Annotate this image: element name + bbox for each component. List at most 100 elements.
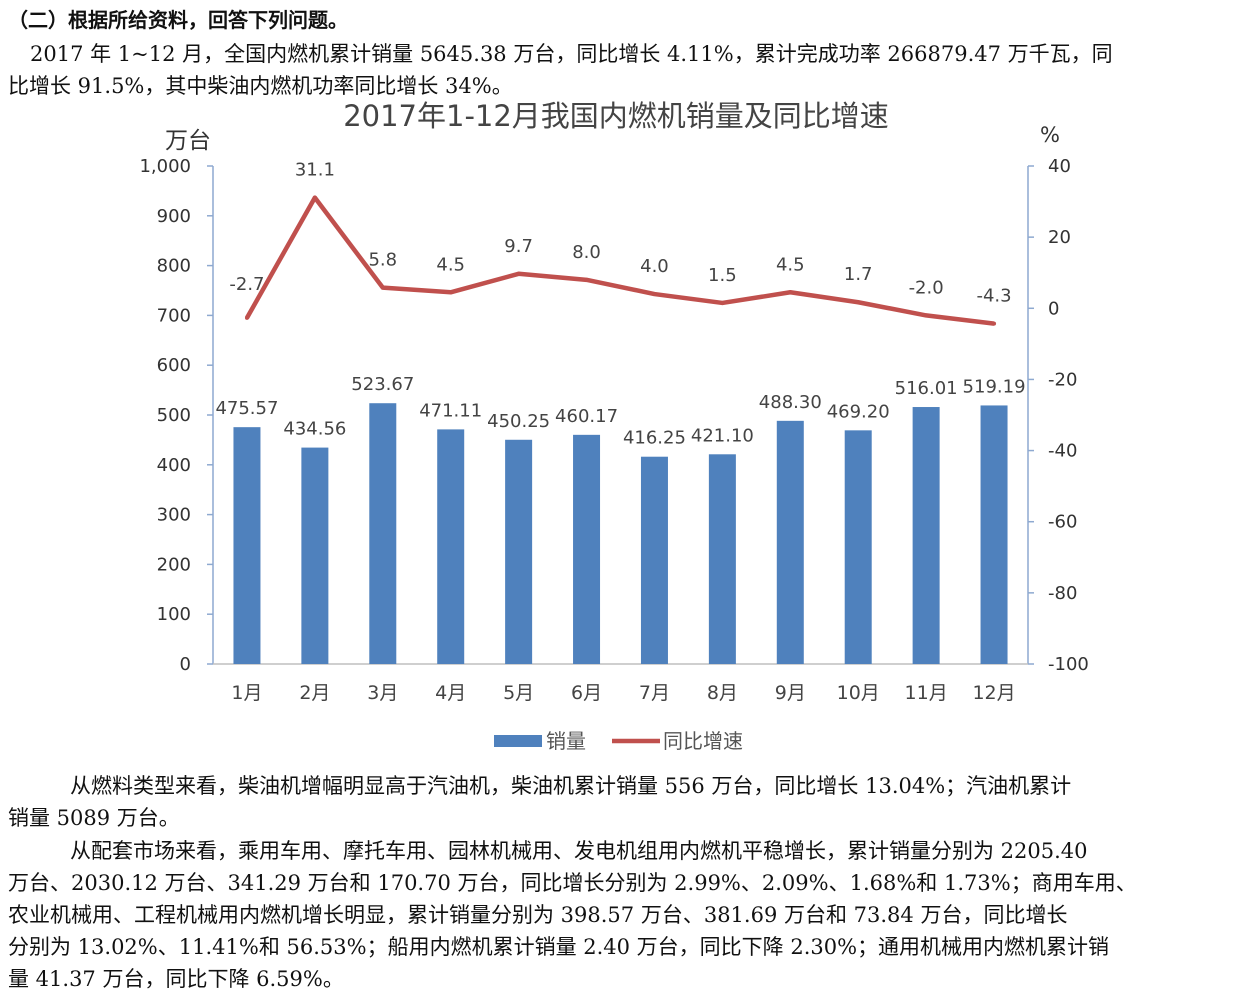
line-point [516,271,521,276]
bar [708,454,736,664]
line-data-label: 8.0 [572,242,601,263]
bar-data-label: 516.01 [895,378,958,399]
line-point [448,290,453,295]
para2-line-5: 量 41.37 万台，同比下降 6.59%。 [8,967,344,991]
legend-line-label: 同比增速 [663,729,743,753]
legend-bar-label: 销量 [546,729,586,753]
y-left-tick-label: 200 [157,554,191,575]
bar-data-label: 523.67 [351,374,414,395]
x-tick-label: 11月 [905,682,948,704]
intro-line-2: 比增长 91.5%，其中柴油内燃机功率同比增长 34%。 [8,74,513,98]
bar [301,447,329,664]
line-data-label: 31.1 [295,160,335,181]
line-data-label: 1.5 [708,265,737,286]
intro-line-1: 2017 年 1~12 月，全国内燃机累计销量 5645.38 万台，同比增长 … [30,42,1113,66]
bar-data-label: 475.57 [215,398,278,419]
sales-chart: 2017年1-12月我国内燃机销量及同比增速 万台 % 1,000 900 800 7… [139,99,1088,753]
y-left-tick-label: 0 [180,654,191,675]
y-right-tick-label: -100 [1048,654,1089,675]
y-axis-right-label: % [1040,123,1060,147]
bar [640,456,668,664]
y-right-tick-label: -20 [1048,369,1077,390]
bar [437,429,465,664]
line-point [584,277,589,282]
bar-data-label: 421.10 [691,425,754,446]
x-tick-label: 1月 [231,682,262,704]
y-right-tick-label: 40 [1048,156,1071,177]
x-tick-label: 10月 [837,682,880,704]
x-tick-label: 8月 [707,682,738,704]
bar-data-label: 471.11 [419,400,482,421]
bar-data-label: 450.25 [487,411,550,432]
line-point [380,285,385,290]
para2-line-4: 分别为 13.02%、11.41%和 56.53%；船用内燃机累计销量 2.40… [8,935,1110,959]
line-series-path [244,195,995,326]
y-right-tick-label: -40 [1048,441,1077,462]
bar-data-label: 434.56 [283,419,346,440]
line-series: -2.7 31.1 5.8 4.5 9.7 8.0 4.0 1.5 4.5 1.7 -2.0 -4.3 [229,160,1012,326]
x-tick-label: 2月 [299,682,330,704]
bar [369,403,397,664]
bar-data-label: 416.25 [623,428,686,449]
line-data-label: 5.8 [368,250,397,271]
bar-data-label: 519.19 [963,376,1026,397]
bar [573,434,601,664]
line-data-label: 1.7 [844,264,873,285]
line-point [856,300,861,305]
y-left-tick-label: 800 [157,256,191,277]
y-right-tick-label: 20 [1048,227,1071,248]
legend-bar-swatch [494,735,542,747]
para1-line-2: 销量 5089 万台。 [8,806,180,830]
y-left-tick-label: 1,000 [139,156,191,177]
y-left-tick-label: 400 [157,455,191,476]
line-point [720,300,725,305]
x-tick-label: 6月 [571,682,602,704]
axes: 1,000900800700600500400300200100040200-2… [139,156,1088,704]
bar [844,430,872,664]
line-data-label: -2.0 [909,277,944,298]
bar [980,405,1008,664]
y-left-tick-label: 500 [157,405,191,426]
line-data-label: 4.5 [436,254,465,275]
bar-data-label: 488.30 [759,392,822,413]
x-tick-label: 5月 [503,682,534,704]
line-data-label: 4.5 [776,254,805,275]
y-right-tick-label: 0 [1048,298,1059,319]
x-tick-label: 3月 [367,682,398,704]
y-axis-left-label: 万台 [165,128,211,154]
y-left-tick-label: 300 [157,505,191,526]
y-right-tick-label: -60 [1048,512,1077,533]
line-data-label: 4.0 [640,256,669,277]
y-left-tick-label: 700 [157,305,191,326]
bar [912,407,940,664]
para2-line-1: 从配套市场来看，乘用车用、摩托车用、园林机械用、发电机组用内燃机平稳增长，累计销… [70,839,1088,863]
line-point [652,292,657,297]
para1-line-1: 从燃料类型来看，柴油机增幅明显高于汽油机，柴油机累计销量 556 万台，同比增长… [70,774,1072,798]
bar-data-label: 469.20 [827,401,890,422]
bar-data-label: 460.17 [555,406,618,427]
chart-title: 2017年1-12月我国内燃机销量及同比增速 [343,99,889,133]
bar [776,420,804,664]
legend: 销量 同比增速 [494,729,743,753]
bar [233,427,261,664]
para2-line-3: 农业机械用、工程机械用内燃机增长明显，累计销量分别为 398.57 万台、381… [8,903,1068,927]
line-point [244,315,249,320]
line-data-label: 9.7 [504,236,533,257]
y-right-tick-label: -80 [1048,583,1077,604]
line-data-label: -2.7 [229,274,264,295]
para2-line-2: 万台、2030.12 万台、341.29 万台和 170.70 万台，同比增长分… [8,871,1137,895]
line-point [788,290,793,295]
x-tick-label: 7月 [639,682,670,704]
x-tick-label: 9月 [775,682,806,704]
line-data-label: -4.3 [976,286,1011,307]
line-point [312,195,317,200]
bar [505,439,533,664]
y-left-tick-label: 900 [157,206,191,227]
y-left-tick-label: 600 [157,355,191,376]
y-left-tick-label: 100 [157,604,191,625]
x-tick-label: 4月 [435,682,466,704]
question-heading: （二）根据所给资料，回答下列问题。 [8,8,348,32]
line-point [992,321,997,326]
line-point [924,313,929,318]
